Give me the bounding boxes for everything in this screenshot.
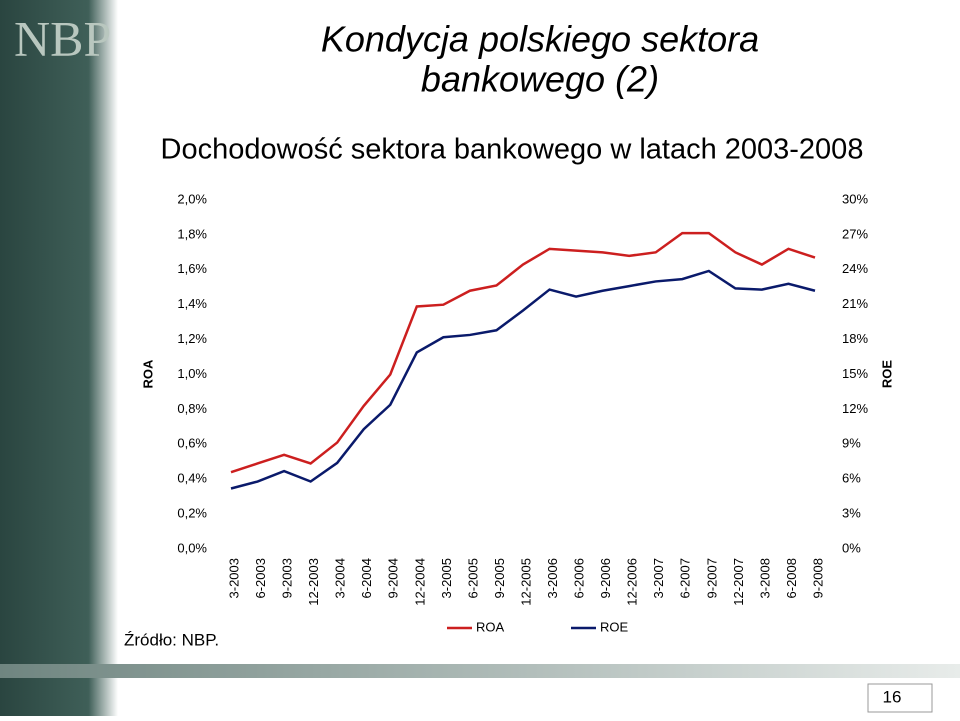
x-tick-label: 6-2008: [784, 558, 799, 598]
y2-tick-label: 24%: [842, 261, 868, 276]
x-tick-label: 9-2006: [598, 558, 613, 598]
logo: NBP: [14, 10, 111, 66]
y-axis-label: ROA: [140, 359, 155, 389]
y2-tick-label: 18%: [842, 331, 868, 346]
y-tick-label: 1,8%: [177, 226, 207, 241]
slide-title: Kondycja polskiego sektora: [321, 19, 759, 60]
x-tick-label: 6-2003: [253, 558, 268, 598]
y-tick-label: 0,4%: [177, 471, 207, 486]
y2-tick-label: 0%: [842, 540, 861, 555]
y2-tick-label: 6%: [842, 471, 861, 486]
y2-tick-label: 3%: [842, 506, 861, 521]
x-tick-label: 3-2004: [333, 558, 348, 598]
x-tick-label: 12-2006: [625, 558, 640, 606]
y2-tick-label: 30%: [842, 191, 868, 206]
x-tick-label: 12-2004: [412, 558, 427, 606]
line-series: [230, 231, 816, 474]
line-series: [230, 269, 816, 490]
legend-label: ROE: [600, 619, 629, 634]
source: Źródło: NBP.: [124, 630, 219, 649]
page-number-box: [867, 683, 933, 713]
y-tick-label: 2,0%: [177, 191, 207, 206]
x-tick-label: 3-2006: [545, 558, 560, 598]
x-tick-label: 9-2007: [704, 558, 719, 598]
y-tick-label: 0,8%: [177, 401, 207, 416]
slide-title: bankowego (2): [421, 59, 659, 100]
y-tick-label: 0,6%: [177, 436, 207, 451]
x-tick-label: 3-2007: [651, 558, 666, 598]
page-number: 16: [883, 687, 902, 706]
x-tick-label: 9-2004: [386, 558, 401, 598]
x-tick-label: 12-2007: [731, 558, 746, 606]
x-tick-label: 6-2006: [572, 558, 587, 598]
y2-tick-label: 9%: [842, 436, 861, 451]
x-tick-label: 6-2005: [465, 558, 480, 598]
y-tick-label: 1,4%: [177, 296, 207, 311]
x-tick-label: 6-2004: [359, 558, 374, 598]
y-tick-label: 0,0%: [177, 540, 207, 555]
legend-label: ROA: [476, 619, 505, 634]
footer-strip: [0, 664, 960, 678]
y-tick-label: 0,2%: [177, 506, 207, 521]
x-tick-label: 6-2007: [678, 558, 693, 598]
y2-tick-label: 27%: [842, 226, 868, 241]
x-tick-label: 3-2005: [439, 558, 454, 598]
y2-tick-label: 21%: [842, 296, 868, 311]
chart-title: Dochodowość sektora bankowego w latach 2…: [161, 134, 864, 166]
y-tick-label: 1,0%: [177, 366, 207, 381]
x-tick-label: 3-2008: [757, 558, 772, 598]
y2-axis-label: ROE: [879, 360, 894, 389]
y2-tick-label: 15%: [842, 366, 868, 381]
x-tick-label: 9-2003: [280, 558, 295, 598]
x-tick-label: 12-2003: [306, 558, 321, 606]
sidebar: [0, 0, 118, 716]
x-tick-label: 12-2005: [518, 558, 533, 606]
y-tick-label: 1,2%: [177, 331, 207, 346]
x-tick-label: 9-2005: [492, 558, 507, 598]
x-tick-label: 3-2003: [226, 558, 241, 598]
y-tick-label: 1,6%: [177, 261, 207, 276]
x-tick-label: 9-2008: [810, 558, 825, 598]
y2-tick-label: 12%: [842, 401, 868, 416]
